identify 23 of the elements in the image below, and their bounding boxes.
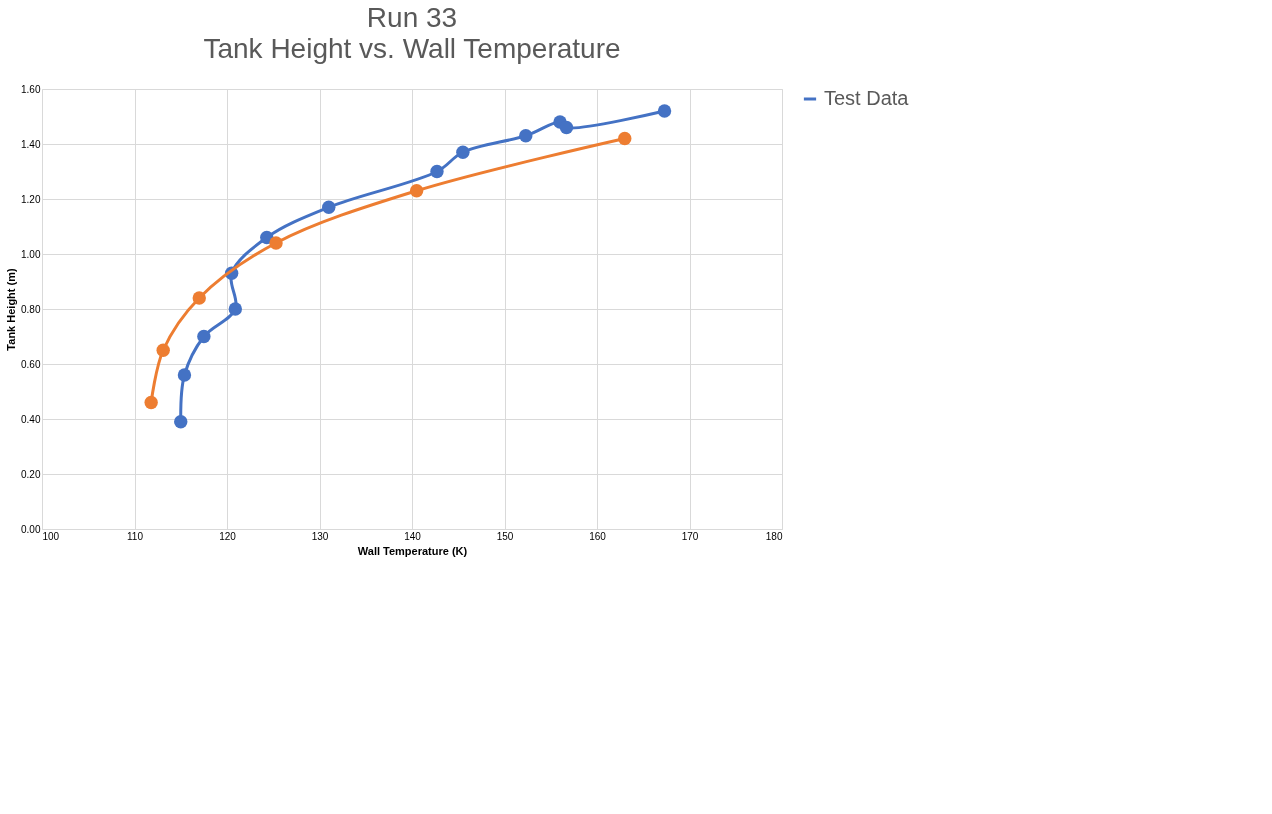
y-tick-label: 0.40 (21, 413, 41, 425)
y-tick-label: 1.00 (21, 248, 41, 260)
y-tick-label: 0.60 (21, 358, 41, 370)
y-tick-label: 1.40 (21, 138, 41, 150)
y-axis-title: Tank Height (m) (5, 268, 18, 351)
x-tick-label: 160 (589, 530, 607, 542)
y-tick-label: 1.20 (21, 193, 41, 205)
chart-subtitle: Tank Height vs. Wall Temperature (203, 33, 621, 64)
x-tick-label: 100 (42, 530, 60, 542)
x-tick-label: 180 (765, 530, 783, 542)
y-tick-label: 0.00 (21, 523, 41, 535)
legend-label: Test Data (824, 87, 910, 109)
x-tick-label: 130 (311, 530, 329, 542)
y-tick-label: 0.20 (21, 468, 41, 480)
x-tick-label: 110 (127, 530, 144, 542)
x-axis-title: Wall Temperature (K) (357, 544, 468, 557)
y-tick-label: 0.80 (21, 303, 41, 315)
x-tick-label: 150 (496, 530, 514, 542)
x-tick-label: 140 (404, 530, 422, 542)
x-tick-label: 120 (219, 530, 237, 542)
x-tick-label: 170 (681, 530, 699, 542)
chart-title: Run 33 (366, 2, 458, 33)
y-tick-label: 1.60 (21, 83, 41, 95)
